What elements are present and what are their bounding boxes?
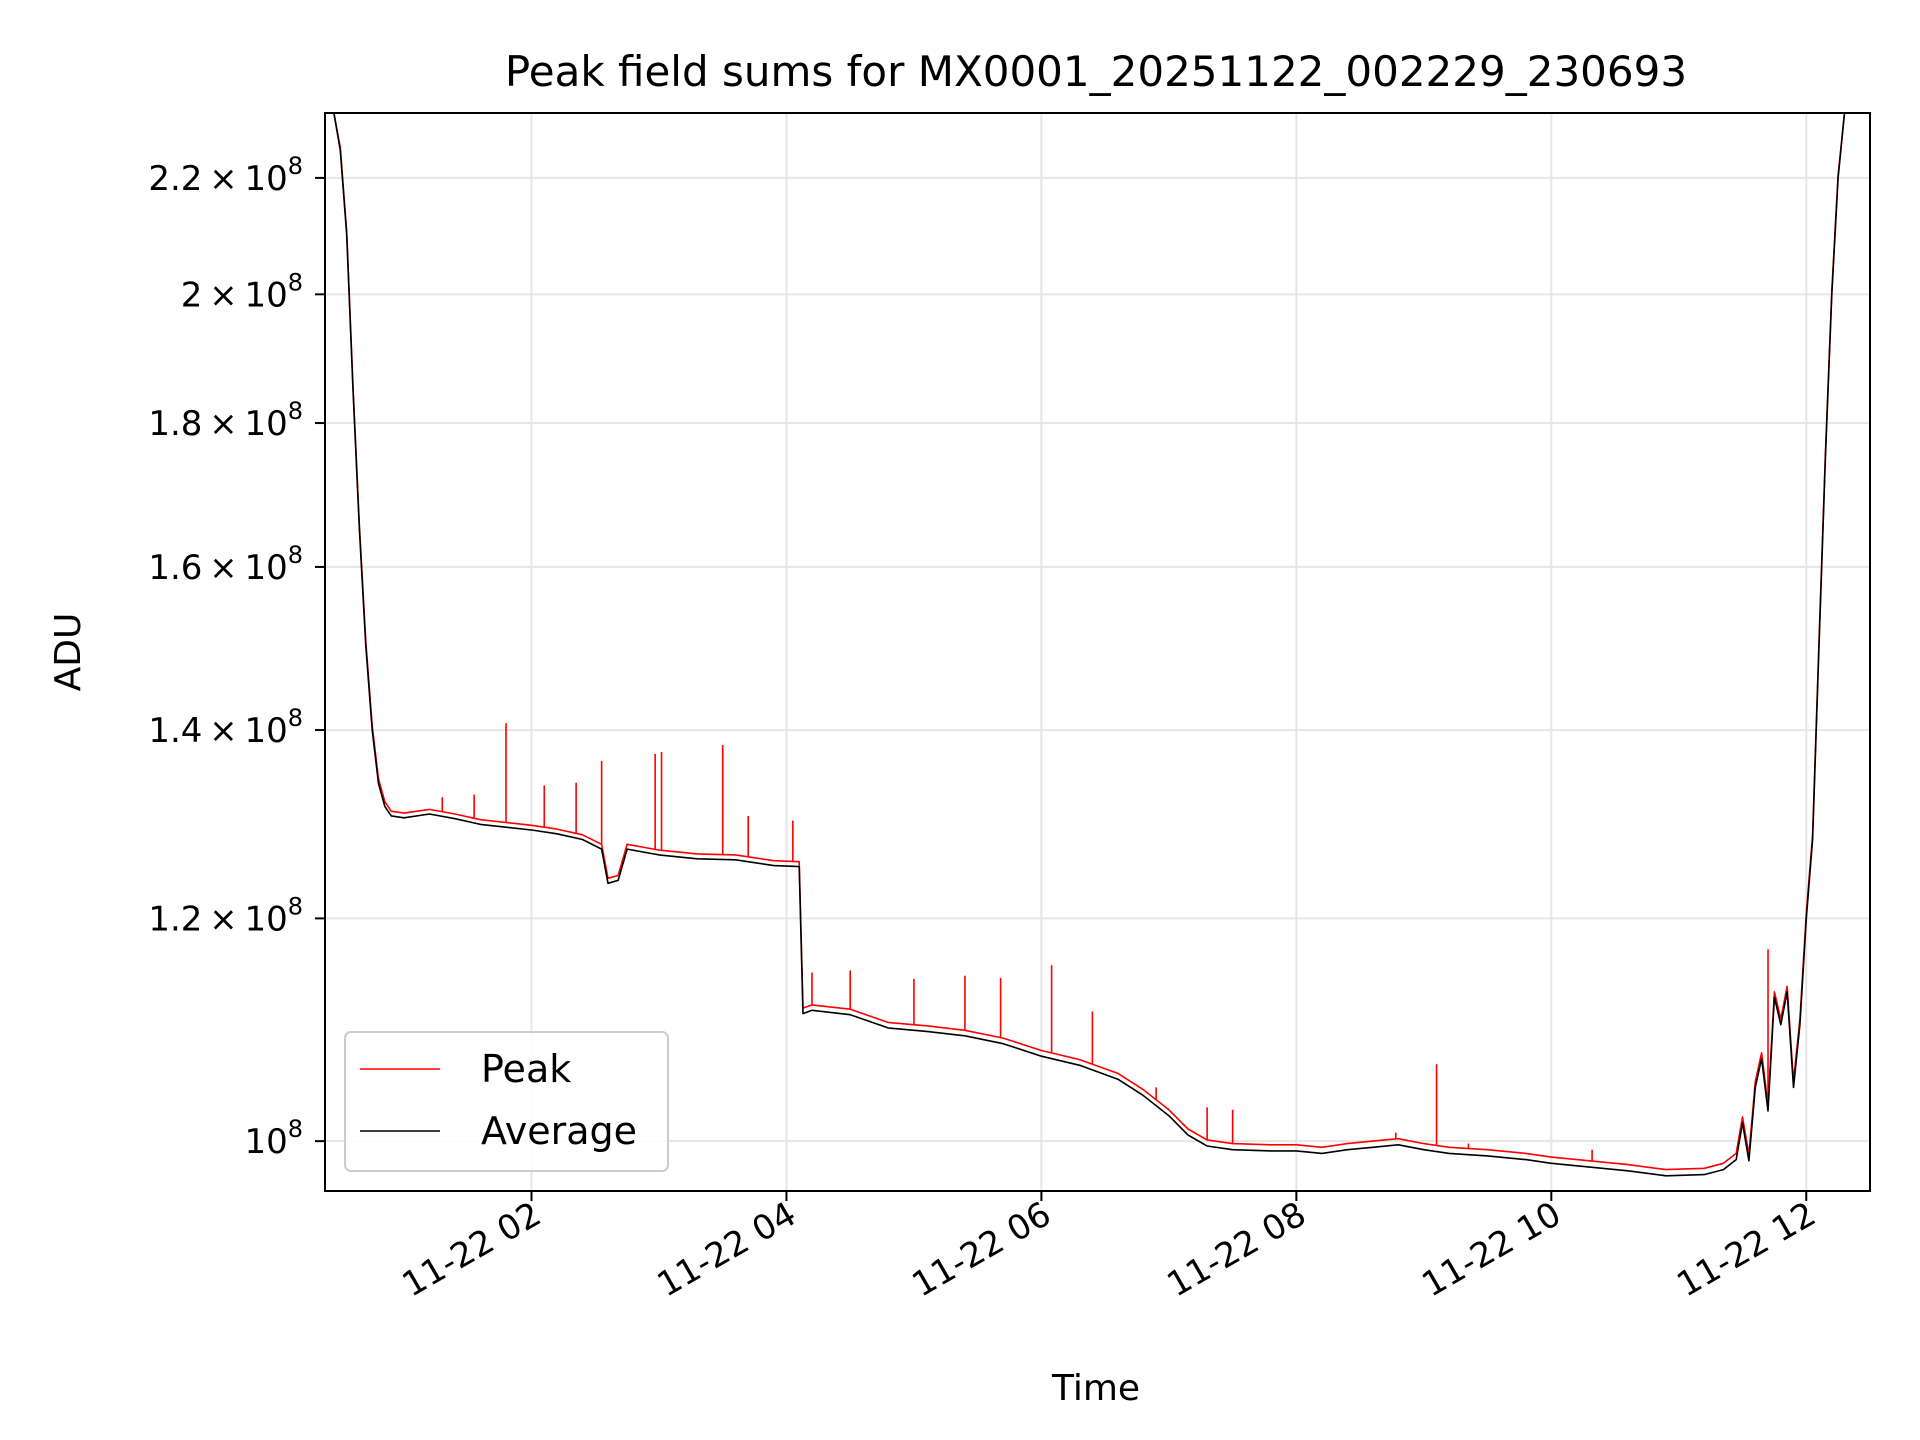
y-tick-label: 2.2 × 108 <box>148 152 303 199</box>
x-axis-title: Time <box>1051 1368 1140 1409</box>
legend-average-label: Average <box>481 1109 637 1153</box>
y-tick-label: 1.6 × 108 <box>148 541 303 588</box>
y-tick-exponent: 8 <box>288 1115 303 1143</box>
y-tick-mantissa: 10 <box>244 1122 287 1162</box>
plot-frame <box>324 112 1871 1192</box>
series-line-average <box>333 112 1851 1177</box>
chart-title: Peak field sums for MX0001_20251122_0022… <box>505 47 1687 96</box>
y-tick-mantissa: 1.6 × 10 <box>148 548 287 588</box>
plot-series <box>333 112 1851 1177</box>
y-tick-label: 2 × 108 <box>181 268 303 315</box>
y-tick-mantissa: 1.8 × 10 <box>148 404 287 444</box>
y-tick-label: 1.2 × 108 <box>148 892 303 939</box>
legend-peak-label: Peak <box>481 1047 571 1091</box>
y-tick-mantissa: 1.2 × 10 <box>148 899 287 939</box>
y-tick-exponent: 8 <box>288 152 303 180</box>
y-tick-label: 108 <box>244 1115 303 1162</box>
legend-box <box>344 1031 669 1172</box>
y-tick-exponent: 8 <box>288 704 303 732</box>
y-tick-mantissa: 2.2 × 10 <box>148 159 287 199</box>
y-tick-exponent: 8 <box>288 268 303 296</box>
y-tick-exponent: 8 <box>288 397 303 425</box>
y-tick-label: 1.8 × 108 <box>148 397 303 444</box>
y-tick-exponent: 8 <box>288 892 303 920</box>
y-tick-label: 1.4 × 108 <box>148 704 303 751</box>
y-tick-mantissa: 2 × 10 <box>181 275 288 315</box>
y-axis-title: ADU <box>48 613 89 692</box>
grid-lines <box>325 113 1870 1191</box>
legend: Peak Average <box>344 1031 669 1172</box>
y-tick-mantissa: 1.4 × 10 <box>148 711 287 751</box>
y-tick-exponent: 8 <box>288 541 303 569</box>
